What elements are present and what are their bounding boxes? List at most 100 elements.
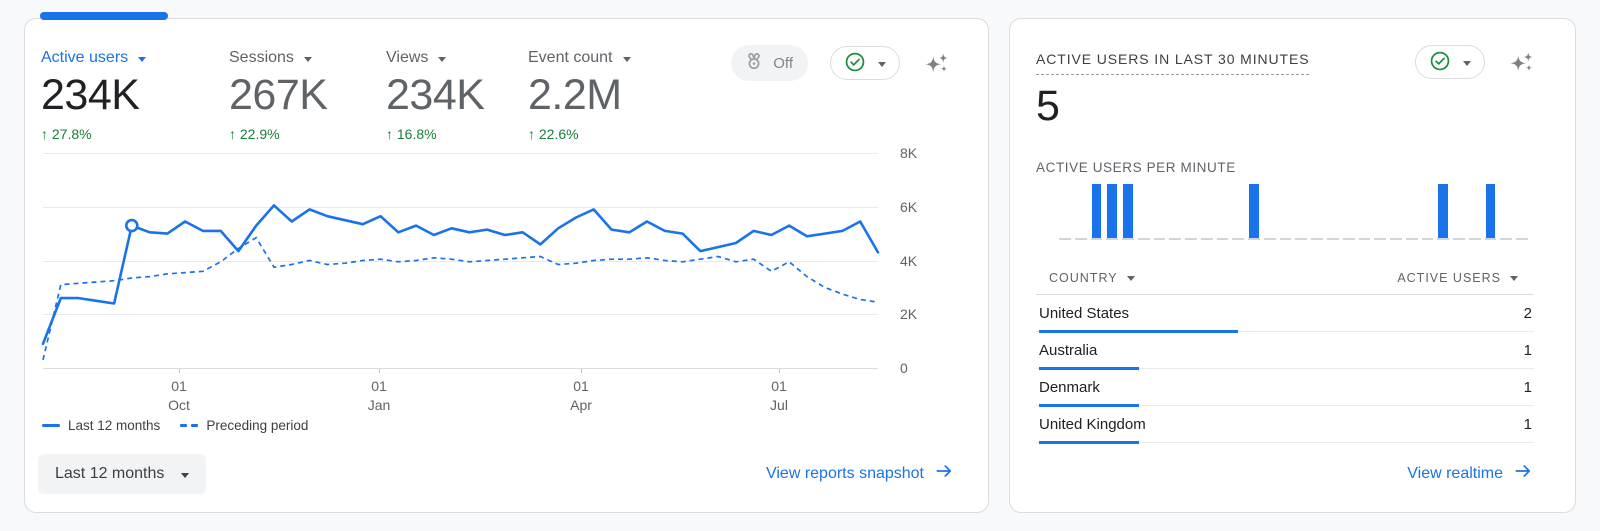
- data-quality-button[interactable]: [830, 46, 900, 80]
- arrow-right-icon: [934, 461, 954, 486]
- insights-button[interactable]: [922, 48, 952, 78]
- minute-slot: [1090, 182, 1106, 240]
- x-axis-tick: [581, 369, 582, 373]
- y-axis-tick: 8K: [900, 145, 918, 161]
- minute-slot: [1389, 182, 1405, 240]
- minute-baseline-dash: [1468, 238, 1481, 240]
- metric-views[interactable]: Views 234K ↑ 16.8%: [386, 49, 485, 142]
- minute-slot: [1294, 182, 1310, 240]
- metric-delta: ↑ 16.8%: [386, 126, 437, 142]
- metric-event-count[interactable]: Event count 2.2M ↑ 22.6%: [528, 49, 631, 142]
- minute-baseline-dash: [1200, 238, 1213, 240]
- minute-bar: [1091, 184, 1102, 238]
- chevron-down-icon: [1463, 60, 1471, 66]
- country-column-header[interactable]: COUNTRY: [1049, 271, 1135, 285]
- active-users-count: 5: [1036, 82, 1060, 130]
- minute-bar: [1438, 184, 1449, 238]
- x-axis-line: [43, 368, 878, 369]
- minute-slot: [1074, 182, 1090, 240]
- minute-slot: [1515, 182, 1531, 240]
- minute-baseline-dash: [1437, 238, 1450, 240]
- y-axis-tick: 2K: [900, 306, 918, 322]
- solid-line-swatch: [42, 424, 60, 427]
- minute-baseline-dash: [1074, 238, 1087, 240]
- insights-button[interactable]: [1507, 47, 1537, 77]
- active-users-column-header[interactable]: ACTIVE USERS: [1397, 271, 1518, 285]
- chevron-down-icon: [622, 56, 631, 62]
- minute-slot: [1105, 182, 1121, 240]
- card-actions: Off: [731, 45, 952, 81]
- minute-slot: [1263, 182, 1279, 240]
- realtime-title: ACTIVE USERS IN LAST 30 MINUTES: [1036, 51, 1310, 75]
- arrow-right-icon: [1513, 461, 1533, 486]
- table-row: Denmark 1: [1036, 369, 1534, 407]
- minute-baseline-dash: [1405, 238, 1418, 240]
- gridline: [43, 207, 878, 208]
- legend-item-current: Last 12 months: [42, 418, 160, 433]
- minute-baseline-dash: [1106, 238, 1119, 240]
- country-bar: [1039, 330, 1239, 333]
- country-name: United Kingdom: [1039, 415, 1146, 433]
- minute-slot: [1247, 182, 1263, 240]
- minute-slot: [1200, 182, 1216, 240]
- chevron-down-icon: [138, 56, 147, 62]
- metric-value: 267K: [229, 71, 328, 119]
- legend-item-preceding: Preceding period: [180, 418, 308, 433]
- country-bar: [1039, 367, 1139, 370]
- minute-baseline-dash: [1248, 238, 1260, 240]
- data-point-marker: [125, 218, 139, 233]
- minute-baseline-dash: [1090, 238, 1103, 240]
- data-quality-button[interactable]: [1415, 45, 1485, 79]
- active-users-value: 2: [1523, 304, 1532, 322]
- date-range-dropdown[interactable]: Last 12 months: [38, 454, 207, 494]
- card-actions: [1415, 45, 1537, 79]
- minute-slot: [1436, 182, 1452, 240]
- minute-slot: [1231, 182, 1247, 240]
- minute-slot: [1168, 182, 1184, 240]
- metric-sessions[interactable]: Sessions 267K ↑ 22.9%: [229, 49, 328, 142]
- minute-baseline-dash: [1059, 238, 1071, 240]
- table-row: United Kingdom 1: [1036, 406, 1534, 444]
- minute-baseline-dash: [1453, 238, 1465, 240]
- minute-baseline-dash: [1500, 238, 1513, 240]
- minute-slot: [1405, 182, 1421, 240]
- metric-label: Views: [386, 49, 429, 66]
- metric-value: 2.2M: [528, 71, 622, 119]
- active-users-value: 1: [1523, 415, 1532, 433]
- metric-delta: ↑ 22.9%: [229, 126, 280, 142]
- view-realtime-link[interactable]: View realtime: [1407, 461, 1533, 486]
- view-reports-snapshot-link[interactable]: View reports snapshot: [766, 461, 954, 486]
- metric-label: Sessions: [229, 49, 294, 66]
- country-bar: [1039, 404, 1139, 407]
- minute-slot: [1326, 182, 1342, 240]
- x-axis-tick: [379, 369, 380, 373]
- y-axis-tick: 6K: [900, 199, 918, 215]
- metric-label: Event count: [528, 49, 613, 66]
- country-name: Australia: [1039, 341, 1098, 359]
- sparkle-icon: [922, 53, 952, 81]
- minute-slot: [1310, 182, 1326, 240]
- metric-active-users[interactable]: Active users 234K ↑ 27.8%: [41, 49, 147, 142]
- x-axis-label: 01 Oct: [168, 378, 190, 413]
- minute-slot: [1216, 182, 1232, 240]
- minute-baseline-dash: [1263, 238, 1276, 240]
- metric-label: Active users: [41, 49, 129, 66]
- minute-baseline-dash: [1484, 238, 1497, 240]
- active-users-value: 1: [1523, 341, 1532, 359]
- minute-baseline-dash: [1374, 238, 1387, 240]
- up-arrow-icon: ↑: [41, 126, 48, 142]
- metric-value: 234K: [386, 71, 485, 119]
- chevron-down-icon: [1510, 276, 1518, 281]
- card-carousel-tab-indicator[interactable]: [40, 12, 168, 20]
- metric-value: 234K: [41, 71, 140, 119]
- sparkle-icon: [1507, 52, 1537, 80]
- x-axis-tick: [779, 369, 780, 373]
- chevron-down-icon: [1126, 276, 1135, 281]
- table-header-row: COUNTRY ACTIVE USERS: [1036, 261, 1534, 295]
- metric-delta: ↑ 22.6%: [528, 126, 579, 142]
- realtime-card: ACTIVE USERS IN LAST 30 MINUTES 5: [1009, 18, 1576, 513]
- anomaly-detection-toggle[interactable]: Off: [731, 45, 808, 81]
- gridline: [43, 261, 878, 262]
- minute-slot: [1153, 182, 1169, 240]
